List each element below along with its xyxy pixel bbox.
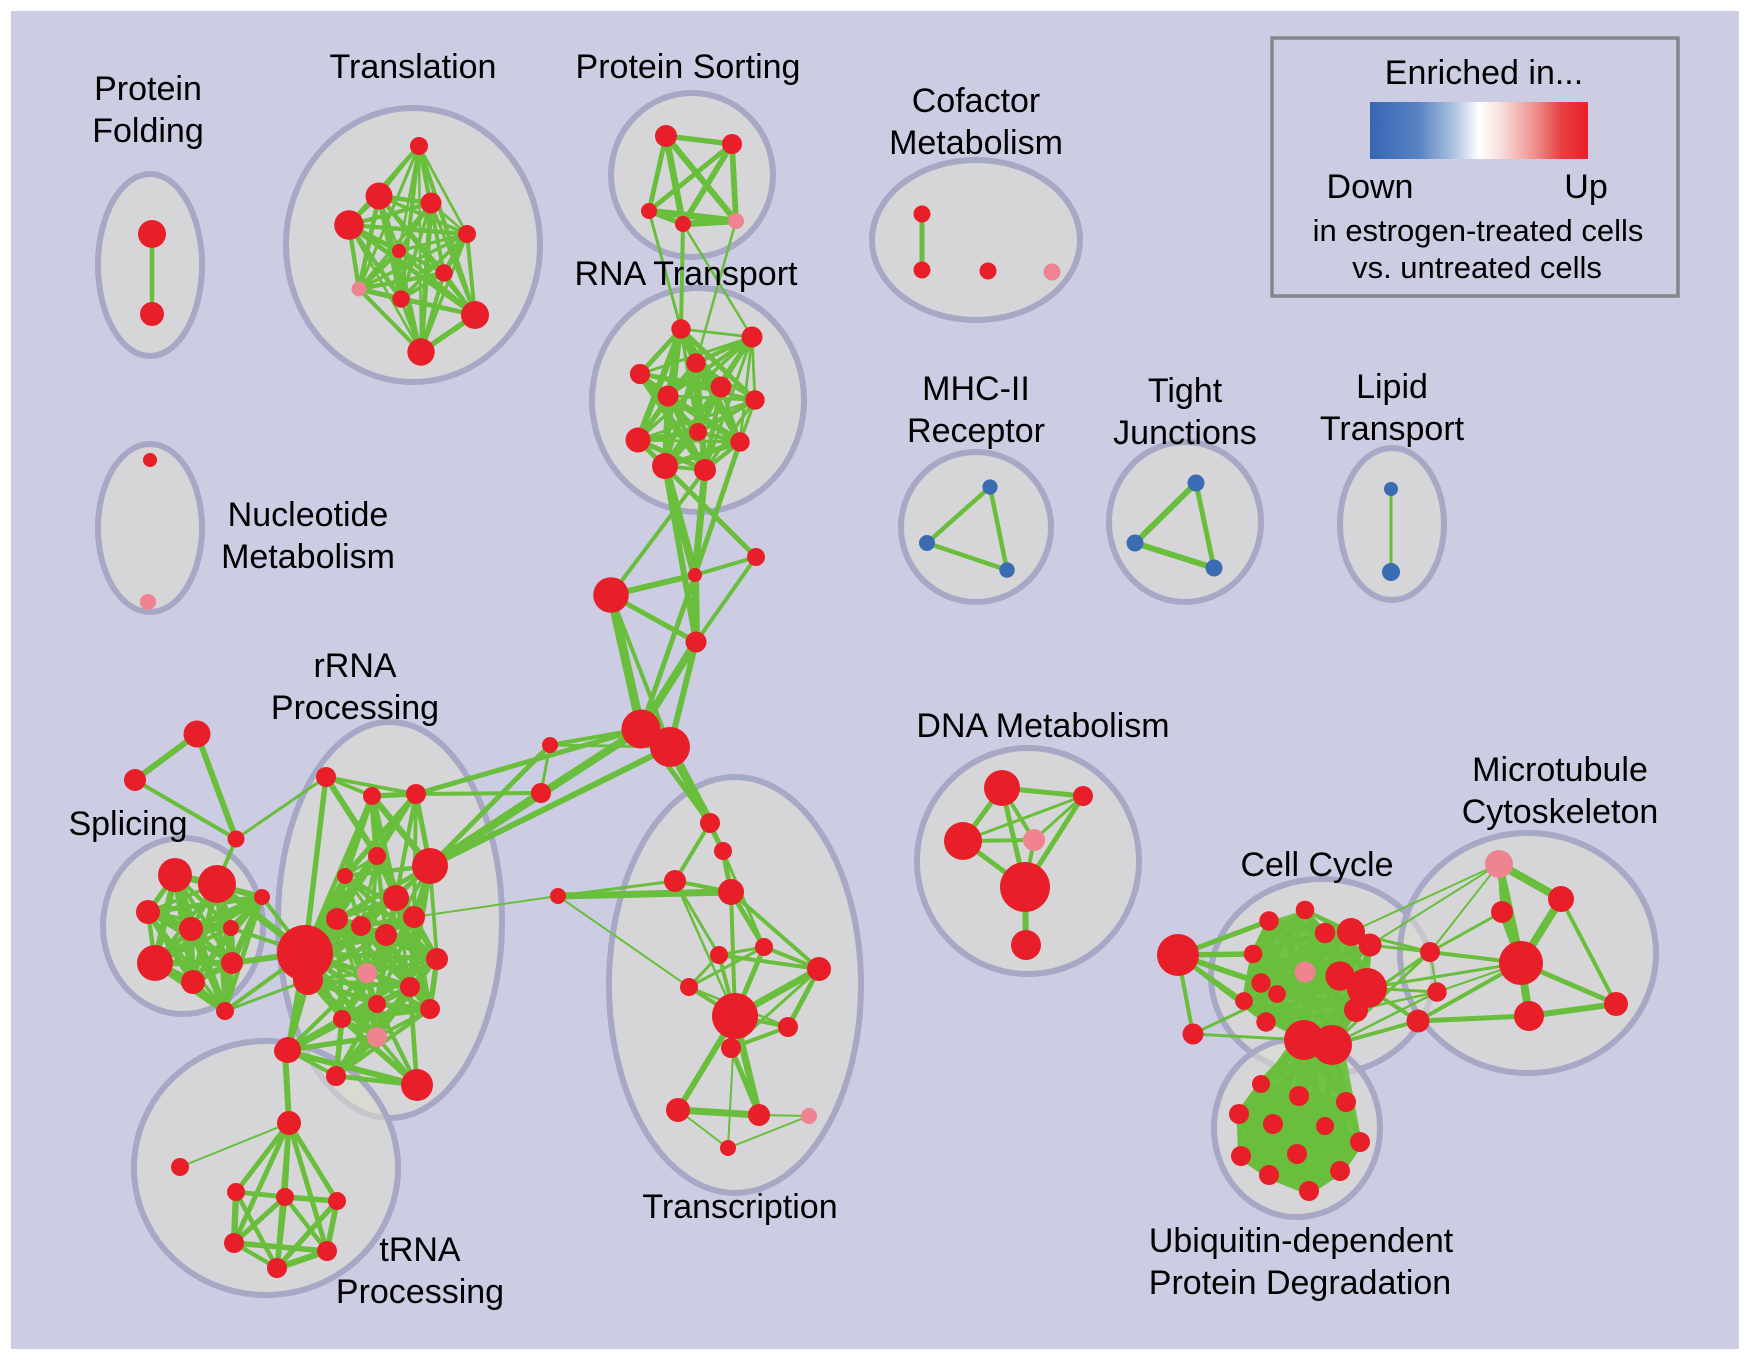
svg-text:Up: Up	[1564, 168, 1607, 206]
svg-text:rRNA: rRNA	[313, 647, 396, 685]
svg-text:Lipid: Lipid	[1356, 368, 1428, 406]
svg-text:tRNA: tRNA	[379, 1231, 461, 1269]
svg-text:Enriched in...: Enriched in...	[1385, 54, 1583, 92]
svg-text:Receptor: Receptor	[907, 412, 1045, 450]
svg-text:Processing: Processing	[271, 689, 439, 727]
svg-text:Junctions: Junctions	[1113, 414, 1257, 452]
svg-text:DNA Metabolism: DNA Metabolism	[916, 707, 1169, 745]
svg-text:Microtubule: Microtubule	[1472, 751, 1648, 789]
svg-text:Cell Cycle: Cell Cycle	[1240, 846, 1393, 884]
svg-text:Transport: Transport	[1320, 410, 1465, 448]
svg-text:vs. untreated cells: vs. untreated cells	[1352, 250, 1602, 285]
svg-text:Nucleotide: Nucleotide	[228, 496, 389, 534]
svg-text:Transcription: Transcription	[642, 1188, 837, 1226]
svg-text:Down: Down	[1327, 168, 1414, 206]
svg-text:Metabolism: Metabolism	[221, 538, 395, 576]
svg-text:MHC-II: MHC-II	[922, 370, 1030, 408]
svg-text:in estrogen-treated cells: in estrogen-treated cells	[1313, 213, 1644, 248]
svg-text:RNA Transport: RNA Transport	[575, 255, 799, 293]
svg-text:Folding: Folding	[92, 112, 204, 150]
svg-text:Ubiquitin-dependent: Ubiquitin-dependent	[1149, 1222, 1454, 1260]
svg-text:Protein Sorting: Protein Sorting	[576, 48, 801, 86]
svg-text:Processing: Processing	[336, 1273, 504, 1311]
svg-text:Protein: Protein	[94, 70, 202, 108]
svg-text:Cytoskeleton: Cytoskeleton	[1462, 793, 1659, 831]
svg-text:Cofactor: Cofactor	[912, 82, 1041, 120]
svg-text:Metabolism: Metabolism	[889, 124, 1063, 162]
svg-text:Protein Degradation: Protein Degradation	[1149, 1264, 1451, 1302]
svg-text:Translation: Translation	[330, 48, 497, 86]
svg-text:Tight: Tight	[1148, 372, 1223, 410]
svg-text:Splicing: Splicing	[68, 805, 187, 843]
